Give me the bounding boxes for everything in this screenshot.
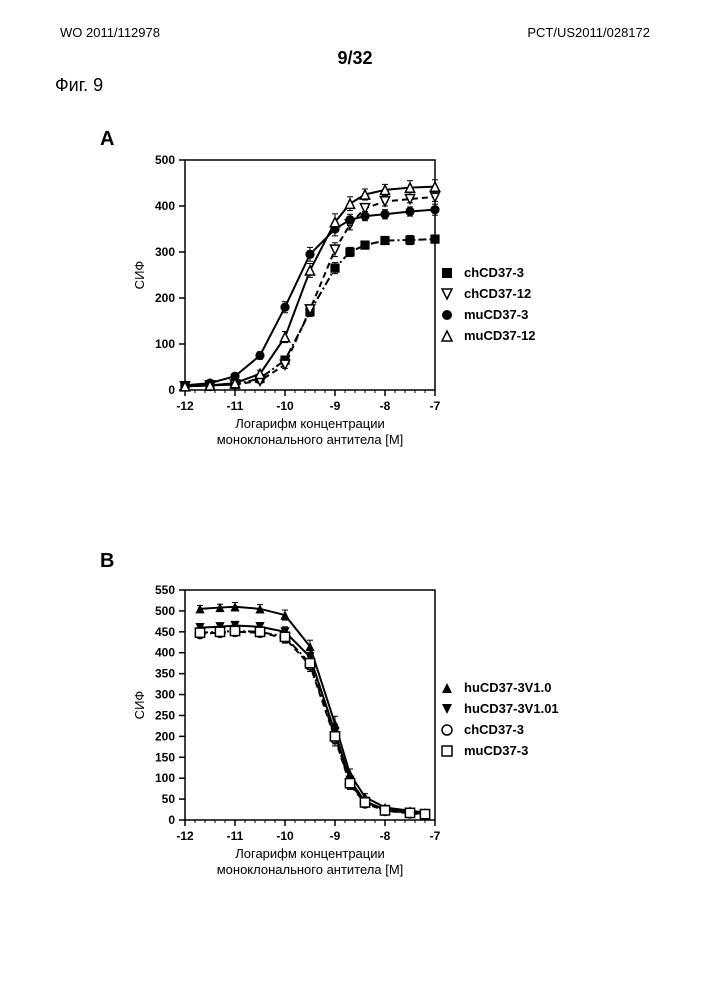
legend-marker-icon (440, 702, 454, 716)
page-number: 9/32 (0, 48, 710, 69)
doc-id-right: PCT/US2011/028172 (527, 25, 650, 40)
legend-label: chCD37-12 (464, 286, 531, 301)
legend-marker-icon (440, 287, 454, 301)
legend-marker-icon (440, 266, 454, 280)
svg-text:-11: -11 (227, 399, 244, 413)
svg-text:200: 200 (155, 729, 175, 743)
svg-text:Логарифм концентрации: Логарифм концентрации (235, 846, 385, 861)
legend-b: huCD37-3V1.0 huCD37-3V1.01 chCD37-3 muCD37-… (440, 680, 559, 764)
svg-text:200: 200 (155, 291, 175, 305)
panel-a-label: A (100, 128, 114, 151)
svg-text:100: 100 (155, 771, 175, 785)
svg-text:450: 450 (155, 625, 175, 639)
svg-text:400: 400 (155, 646, 175, 660)
legend-marker-icon (440, 329, 454, 343)
legend-item: chCD37-3 (440, 265, 536, 280)
svg-text:300: 300 (155, 245, 175, 259)
svg-text:250: 250 (155, 708, 175, 722)
legend-item: muCD37-3 (440, 743, 559, 758)
svg-text:-7: -7 (430, 829, 441, 843)
svg-text:100: 100 (155, 337, 175, 351)
svg-text:-9: -9 (330, 399, 341, 413)
svg-text:0: 0 (168, 813, 175, 827)
svg-text:СИФ: СИФ (132, 261, 147, 290)
legend-label: chCD37-3 (464, 722, 524, 737)
svg-text:-10: -10 (276, 399, 294, 413)
legend-label: chCD37-3 (464, 265, 524, 280)
chart-a: -12 -11 -10 -9 -8 -7 0 100 200 300 400 500 Логарифм … (130, 150, 450, 455)
legend-label: huCD37-3V1.0 (464, 680, 551, 695)
panel-b-label: B (100, 550, 114, 573)
legend-item: muCD37-3 (440, 307, 536, 322)
svg-text:500: 500 (155, 604, 175, 618)
svg-text:500: 500 (155, 153, 175, 167)
svg-text:-12: -12 (176, 829, 194, 843)
svg-text:400: 400 (155, 199, 175, 213)
svg-text:-9: -9 (330, 829, 341, 843)
legend-label: muCD37-3 (464, 743, 528, 758)
figure-label: Фиг. 9 (55, 75, 103, 96)
legend-marker-icon (440, 308, 454, 322)
svg-text:0: 0 (168, 383, 175, 397)
legend-marker-icon (440, 723, 454, 737)
legend-item: huCD37-3V1.0 (440, 680, 559, 695)
legend-label: huCD37-3V1.01 (464, 701, 559, 716)
legend-item: huCD37-3V1.01 (440, 701, 559, 716)
legend-item: chCD37-3 (440, 722, 559, 737)
svg-text:Логарифм концентрации: Логарифм концентрации (235, 416, 385, 431)
chart-b: -12 -11 -10 -9 -8 -7 0 50 100 150 200 250 300 350 400 4… (130, 580, 450, 885)
svg-text:-8: -8 (380, 399, 391, 413)
svg-text:150: 150 (155, 750, 175, 764)
svg-text:моноклонального антитела [М]: моноклонального антитела [М] (217, 862, 404, 877)
svg-text:350: 350 (155, 667, 175, 681)
legend-marker-icon (440, 744, 454, 758)
svg-text:550: 550 (155, 583, 175, 597)
svg-text:-11: -11 (227, 829, 244, 843)
legend-a: chCD37-3 chCD37-12 muCD37-3 muCD37-12 (440, 265, 536, 349)
svg-text:50: 50 (162, 792, 176, 806)
svg-text:-10: -10 (276, 829, 294, 843)
svg-text:300: 300 (155, 688, 175, 702)
svg-text:-8: -8 (380, 829, 391, 843)
doc-id-left: WO 2011/112978 (60, 25, 160, 40)
svg-text:-12: -12 (176, 399, 194, 413)
svg-text:-7: -7 (430, 399, 441, 413)
svg-text:СИФ: СИФ (132, 691, 147, 720)
legend-label: muCD37-12 (464, 328, 536, 343)
legend-item: muCD37-12 (440, 328, 536, 343)
legend-marker-icon (440, 681, 454, 695)
legend-label: muCD37-3 (464, 307, 528, 322)
svg-text:моноклонального антитела [М]: моноклонального антитела [М] (217, 432, 404, 447)
legend-item: chCD37-12 (440, 286, 536, 301)
